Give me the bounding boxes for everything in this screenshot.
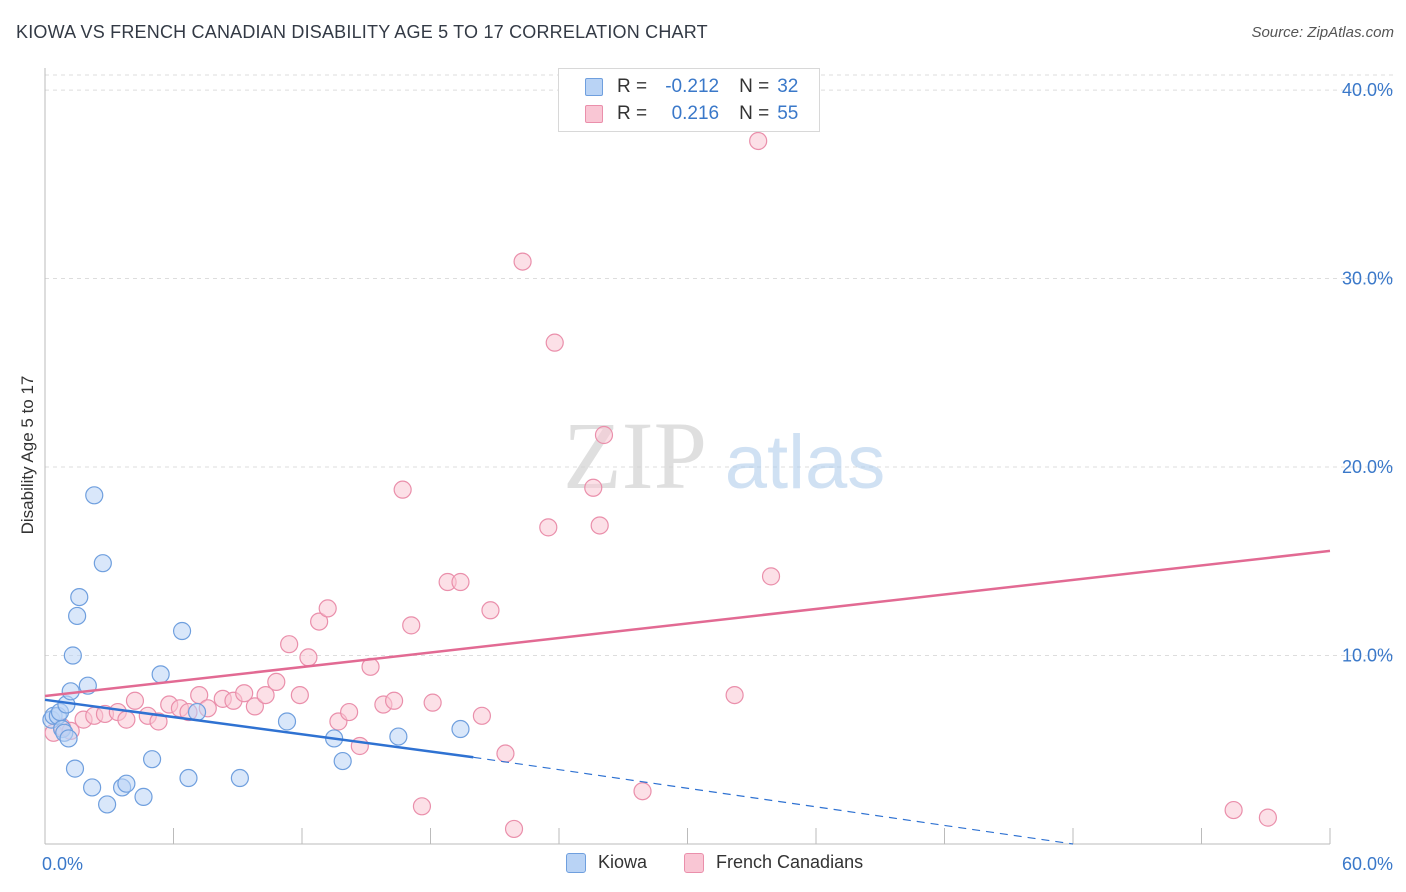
kiowa-r-label: R =	[617, 76, 648, 97]
kiowa-point	[93, 554, 112, 573]
french-r-label: R =	[617, 103, 648, 124]
french-point	[749, 131, 768, 151]
y-tick-label: 20.0%	[1342, 457, 1393, 477]
french-point	[412, 797, 432, 816]
french-point	[299, 648, 318, 667]
series-kiowa	[42, 486, 470, 814]
french-point	[245, 697, 264, 716]
kiowa-point	[83, 778, 102, 797]
axes	[44, 68, 1331, 845]
legend-kiowa-swatch	[566, 852, 586, 873]
kiowa-point	[68, 606, 87, 626]
kiowa-point	[179, 768, 198, 788]
kiowa-point	[389, 727, 408, 746]
legend-french-label: French Canadians	[716, 852, 864, 872]
french-point	[584, 478, 603, 497]
x-tick-label: 0.0%	[42, 854, 83, 874]
french-point	[545, 333, 564, 352]
kiowa-point	[187, 702, 207, 722]
kiowa-trend-line	[44, 698, 474, 759]
french-point	[318, 599, 337, 618]
kiowa-point	[172, 621, 192, 641]
chart-title: KIOWA VS FRENCH CANADIAN DISABILITY AGE …	[16, 22, 708, 42]
french-r-value: 0.216	[671, 103, 720, 124]
kiowa-point	[70, 587, 89, 607]
french-n-label: N =	[739, 103, 770, 124]
kiowa-point	[59, 729, 78, 748]
french-point	[402, 616, 421, 635]
french-point	[340, 702, 359, 722]
y-tick-label: 10.0%	[1342, 646, 1393, 666]
french-point	[594, 425, 614, 445]
french-point	[633, 782, 652, 801]
french-point	[423, 693, 442, 712]
y-tick-label: 40.0%	[1342, 80, 1393, 100]
kiowa-point	[85, 486, 104, 505]
kiowa-point	[151, 665, 170, 684]
kiowa-point	[65, 759, 85, 778]
kiowa-n-label: N =	[739, 76, 770, 97]
french-point	[384, 691, 404, 710]
french-point	[1224, 800, 1243, 820]
kiowa-point	[134, 787, 153, 806]
french-point	[125, 691, 145, 710]
french-point	[117, 710, 136, 729]
french-point	[280, 635, 299, 654]
legend-kiowa-label: Kiowa	[598, 852, 648, 872]
kiowa-point	[142, 750, 162, 769]
x-tick-label: 60.0%	[1342, 854, 1393, 874]
french-swatch	[585, 105, 603, 123]
french-point	[451, 572, 470, 592]
french-point	[1258, 808, 1277, 827]
french-point	[393, 480, 412, 499]
kiowa-n-value: 32	[777, 76, 799, 97]
kiowa-point	[451, 719, 470, 739]
y-tick-label: 30.0%	[1342, 269, 1393, 289]
french-point	[504, 819, 524, 839]
trend-lines	[44, 549, 1331, 845]
legend-french-swatch	[684, 852, 704, 873]
series-french-canadians	[44, 131, 1277, 839]
french-point	[290, 686, 309, 705]
kiowa-point	[230, 768, 249, 788]
series-legend: Kiowa French Canadians	[0, 852, 1406, 878]
kiowa-point	[333, 751, 352, 771]
legend-item-kiowa[interactable]: Kiowa	[566, 852, 647, 873]
kiowa-point	[117, 774, 136, 793]
kiowa-point	[98, 795, 117, 814]
french-point	[472, 706, 491, 725]
legend-row-french: R = 0.216 N = 55	[585, 101, 798, 127]
legend-item-french-canadians[interactable]: French Canadians	[684, 852, 863, 873]
french-point	[539, 518, 558, 537]
french-point	[149, 712, 168, 731]
kiowa-swatch	[585, 78, 603, 96]
correlation-legend: R = -0.212 N = 32 R = 0.216 N = 55	[558, 68, 820, 132]
kiowa-point	[63, 646, 82, 665]
french-n-value: 55	[777, 103, 799, 124]
legend-row-kiowa: R = -0.212 N = 32	[585, 74, 798, 100]
french-point	[725, 686, 744, 705]
french-point	[235, 684, 254, 703]
french-point	[590, 516, 609, 535]
source-label: Source: ZipAtlas.com	[1251, 24, 1394, 41]
french-point	[481, 601, 500, 620]
french-trend-line	[44, 549, 1331, 698]
kiowa-point	[277, 712, 297, 731]
gridlines	[45, 74, 1395, 657]
french-point	[496, 744, 515, 763]
watermark-atlas: atlas	[725, 420, 886, 505]
kiowa-trend-extension	[473, 756, 1074, 845]
watermark-zip: ZIP	[563, 402, 707, 509]
french-point	[256, 686, 275, 705]
tick-labels: 10.0% 20.0% 30.0% 40.0% 0.0% 60.0%	[42, 80, 1393, 874]
french-point	[310, 612, 329, 631]
french-point	[761, 567, 781, 586]
kiowa-r-value: -0.212	[665, 76, 720, 97]
french-point	[513, 252, 532, 271]
french-point	[267, 672, 286, 692]
